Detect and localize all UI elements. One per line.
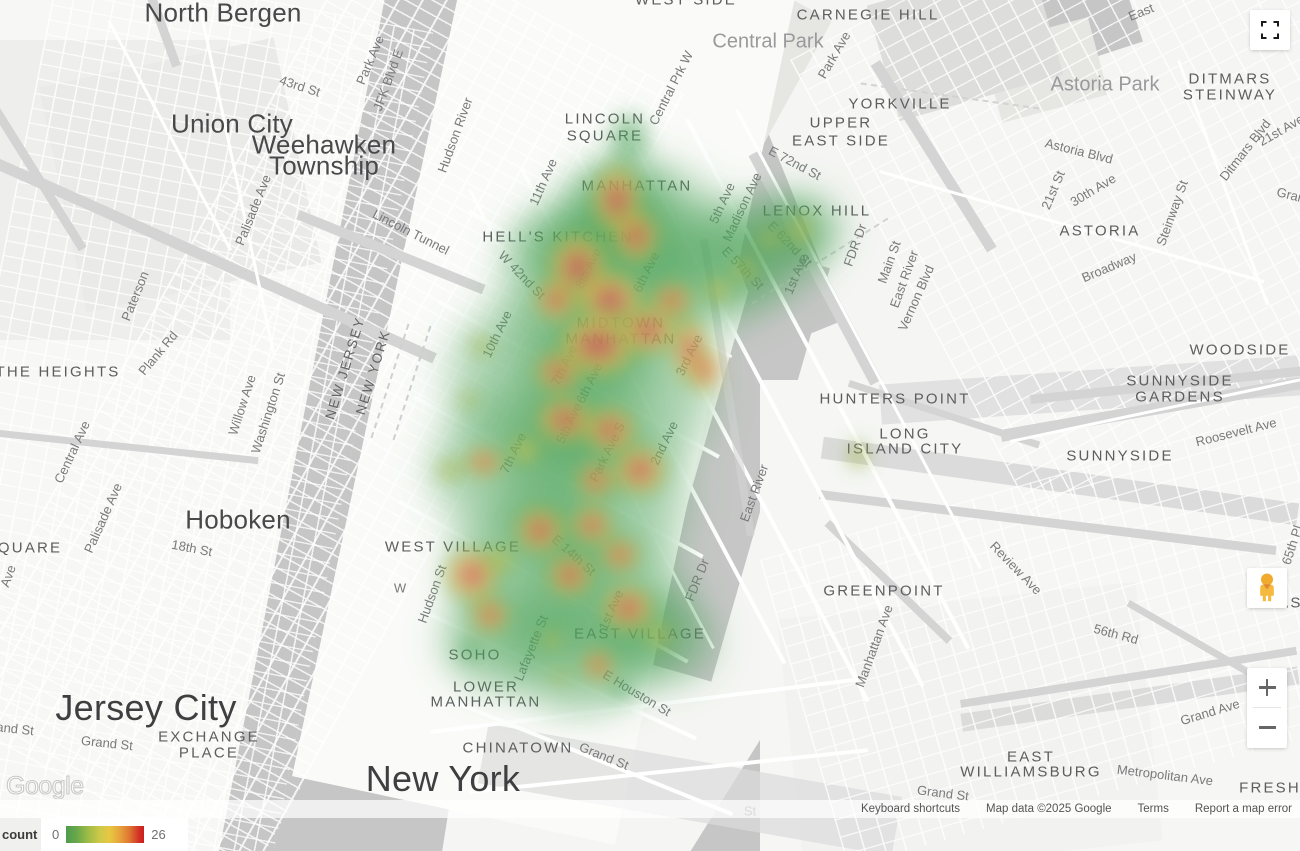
legend-max-value: 26 — [151, 827, 166, 842]
svg-text:Google: Google — [6, 773, 84, 799]
legend-min-value: 0 — [52, 827, 60, 842]
terms-link[interactable]: Terms — [1137, 803, 1169, 815]
heatmap-legend: 0 26 — [36, 818, 188, 851]
zoom-out-button[interactable] — [1247, 708, 1287, 747]
legend-title: count — [0, 818, 42, 851]
zoom-divider — [1253, 707, 1281, 708]
zoom-in-button[interactable] — [1247, 668, 1287, 707]
pegman-street-view-control[interactable] — [1247, 568, 1287, 608]
pegman-icon — [1260, 573, 1274, 602]
google-logo: Google — [4, 773, 116, 799]
report-error-link[interactable]: Report a map error — [1194, 803, 1292, 815]
fullscreen-button[interactable] — [1250, 10, 1290, 50]
fullscreen-icon — [1261, 21, 1279, 39]
map-attribution-bar: Keyboard shortcuts Map data ©2025 Google… — [0, 800, 1300, 818]
keyboard-shortcuts-link[interactable]: Keyboard shortcuts — [860, 803, 961, 815]
zoom-controls — [1247, 668, 1287, 748]
legend-color-gradient — [66, 826, 145, 843]
map-data-copyright: Map data ©2025 Google — [986, 803, 1112, 815]
